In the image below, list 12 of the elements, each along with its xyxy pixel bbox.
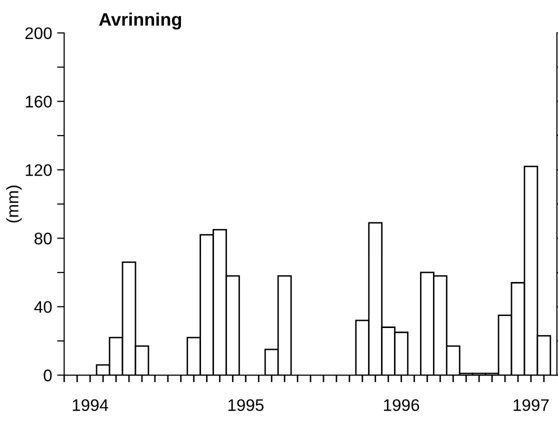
y-tick-label: 200 [25,27,52,40]
x-tick-label: 1994 [72,399,108,412]
y-tick-label: 160 [26,96,52,108]
y-tick-label: 80 [34,232,52,244]
x-tick-label: 1995 [228,399,264,412]
x-tick-label: 1997 [514,399,549,412]
chart-title: Avrinning [99,12,182,30]
y-axis-title: (mm) [6,186,22,222]
x-tick-label: 1996 [384,399,420,412]
y-tick-label: 0 [44,370,52,382]
y-tick-label: 40 [34,301,52,313]
y-tick-label: 120 [26,164,52,176]
